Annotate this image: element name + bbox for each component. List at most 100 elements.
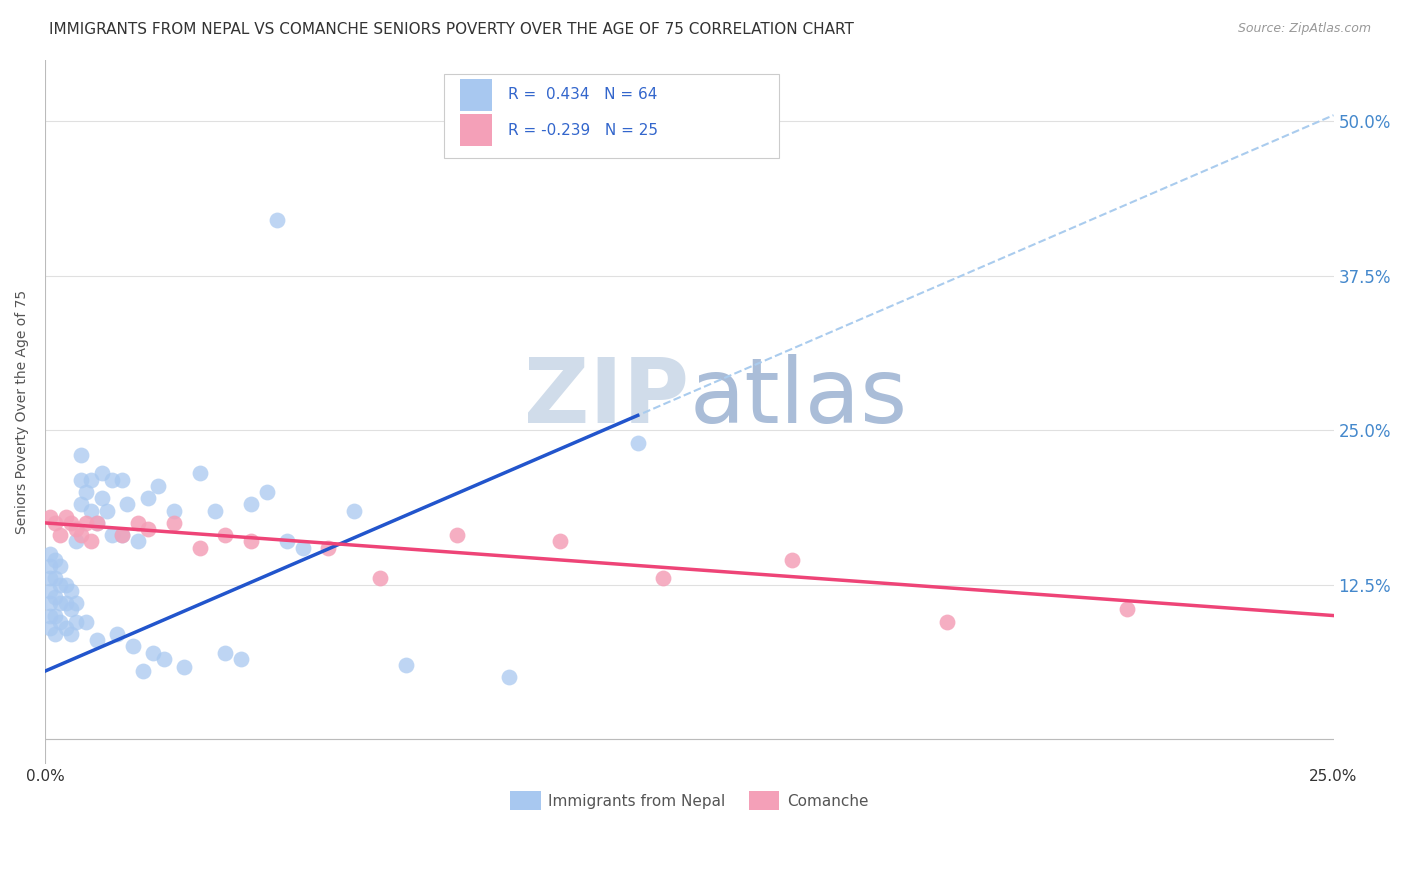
Point xyxy=(550,534,572,549)
Text: R = -0.239   N = 25: R = -0.239 N = 25 xyxy=(508,122,658,137)
Text: IMMIGRANTS FROM NEPAL VS COMANCHE SENIORS POVERTY OVER THE AGE OF 75 CORRELATION: IMMIGRANTS FROM NEPAL VS COMANCHE SENIOR… xyxy=(49,22,853,37)
FancyBboxPatch shape xyxy=(460,79,492,111)
Point xyxy=(117,497,139,511)
Point xyxy=(65,615,87,629)
Text: Source: ZipAtlas.com: Source: ZipAtlas.com xyxy=(1237,22,1371,36)
Point xyxy=(65,596,87,610)
Point xyxy=(111,528,134,542)
Point xyxy=(1116,602,1139,616)
Point xyxy=(152,652,174,666)
Point xyxy=(101,528,124,542)
Point xyxy=(75,485,97,500)
Point xyxy=(111,473,134,487)
Point xyxy=(90,491,112,506)
Point xyxy=(39,596,62,610)
Point xyxy=(127,534,149,549)
Point xyxy=(75,615,97,629)
Point xyxy=(39,621,62,635)
Point xyxy=(49,559,72,574)
Point xyxy=(136,491,159,506)
Point xyxy=(163,516,186,530)
Point xyxy=(318,541,340,555)
Point xyxy=(65,522,87,536)
Point xyxy=(256,485,278,500)
Point xyxy=(49,577,72,591)
Point xyxy=(49,528,72,542)
Text: atlas: atlas xyxy=(689,353,907,442)
Point xyxy=(446,528,468,542)
Point xyxy=(395,657,418,672)
Point xyxy=(39,583,62,598)
Point xyxy=(49,615,72,629)
Point xyxy=(188,541,211,555)
Point xyxy=(627,435,650,450)
Point xyxy=(39,547,62,561)
Point xyxy=(173,660,195,674)
Point xyxy=(229,652,252,666)
Point xyxy=(39,572,62,586)
Point xyxy=(142,646,165,660)
Point xyxy=(70,528,93,542)
Point xyxy=(39,509,62,524)
Point xyxy=(86,516,108,530)
Point xyxy=(214,646,236,660)
Point xyxy=(652,572,675,586)
Point xyxy=(163,503,186,517)
Point xyxy=(80,503,103,517)
Point xyxy=(65,534,87,549)
Y-axis label: Seniors Poverty Over the Age of 75: Seniors Poverty Over the Age of 75 xyxy=(15,290,30,533)
Text: R =  0.434   N = 64: R = 0.434 N = 64 xyxy=(508,87,657,103)
Point xyxy=(214,528,236,542)
Point xyxy=(59,602,82,616)
Point xyxy=(368,572,391,586)
Point xyxy=(39,608,62,623)
Point xyxy=(96,503,118,517)
Point xyxy=(44,608,66,623)
FancyBboxPatch shape xyxy=(444,74,779,158)
Point xyxy=(240,497,263,511)
Point xyxy=(70,497,93,511)
Point xyxy=(55,509,77,524)
Point xyxy=(44,516,66,530)
Point xyxy=(101,473,124,487)
Point xyxy=(80,534,103,549)
Point xyxy=(90,467,112,481)
Point xyxy=(111,528,134,542)
Point xyxy=(59,583,82,598)
Point xyxy=(127,516,149,530)
Point xyxy=(86,633,108,648)
Point xyxy=(204,503,226,517)
Point xyxy=(782,553,804,567)
Point xyxy=(55,596,77,610)
Point xyxy=(44,572,66,586)
Point xyxy=(291,541,314,555)
Point xyxy=(59,627,82,641)
Point xyxy=(276,534,298,549)
Point xyxy=(80,473,103,487)
Point xyxy=(936,615,959,629)
Point xyxy=(75,516,97,530)
Point xyxy=(49,596,72,610)
Text: ZIP: ZIP xyxy=(524,353,689,442)
Point xyxy=(240,534,263,549)
Point xyxy=(44,553,66,567)
Point xyxy=(136,522,159,536)
Point xyxy=(266,213,288,227)
Point xyxy=(121,640,143,654)
Point xyxy=(343,503,366,517)
Point xyxy=(498,670,520,684)
Point xyxy=(44,627,66,641)
Point xyxy=(70,448,93,462)
Point xyxy=(188,467,211,481)
Point xyxy=(44,590,66,604)
Point xyxy=(70,473,93,487)
Point xyxy=(59,516,82,530)
Point xyxy=(148,479,170,493)
Legend: Immigrants from Nepal, Comanche: Immigrants from Nepal, Comanche xyxy=(505,785,875,816)
FancyBboxPatch shape xyxy=(460,114,492,146)
Point xyxy=(55,577,77,591)
Point xyxy=(105,627,128,641)
Point xyxy=(39,559,62,574)
Point xyxy=(55,621,77,635)
Point xyxy=(132,664,155,678)
